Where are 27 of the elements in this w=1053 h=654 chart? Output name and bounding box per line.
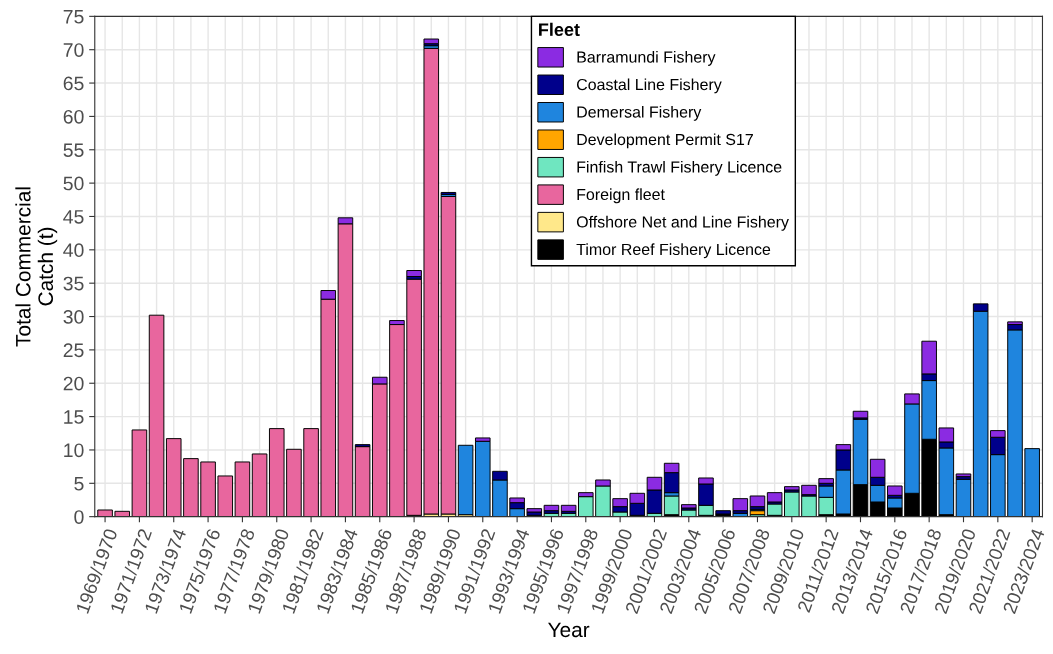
y-tick-label: 50 bbox=[63, 176, 84, 191]
x-axis-title: Year bbox=[548, 622, 590, 638]
legend-label: Foreign fleet bbox=[577, 188, 665, 204]
legend-title: Fleet bbox=[539, 22, 580, 36]
y-tick-label: 65 bbox=[63, 76, 84, 91]
y-tick-label: 35 bbox=[63, 276, 84, 291]
legend-label: Timor Reef Fishery Licence bbox=[576, 243, 771, 259]
y-axis-title: Total Commercial Catch (t) bbox=[15, 187, 58, 347]
y-tick-label: 60 bbox=[63, 109, 84, 124]
legend-label: Barramundi Fishery bbox=[577, 51, 716, 66]
y-tick-label: 40 bbox=[63, 243, 84, 258]
legend-label: Offshore Net and Line Fishery bbox=[576, 215, 789, 231]
y-tick-label: 25 bbox=[63, 343, 84, 358]
y-tick-label: 75 bbox=[63, 10, 84, 24]
legend-label: Demersal Fishery bbox=[577, 105, 702, 121]
y-tick-label: 55 bbox=[63, 143, 84, 157]
legend-label: Coastal Line Fishery bbox=[576, 78, 722, 94]
y-tick-label: 10 bbox=[64, 443, 84, 458]
legend-label: Development Permit S17 bbox=[577, 133, 753, 149]
y-tick-label: 0 bbox=[74, 510, 84, 524]
y-tick-label: 20 bbox=[63, 376, 84, 391]
y-tick-label: 30 bbox=[63, 310, 84, 324]
y-tick-label: 15 bbox=[64, 410, 84, 424]
y-tick-label: 70 bbox=[63, 43, 84, 57]
y-tick-label: 5 bbox=[74, 476, 84, 491]
y-tick-label: 45 bbox=[63, 210, 84, 224]
legend-label: Finfish Trawl Fishery Licence bbox=[577, 160, 782, 176]
